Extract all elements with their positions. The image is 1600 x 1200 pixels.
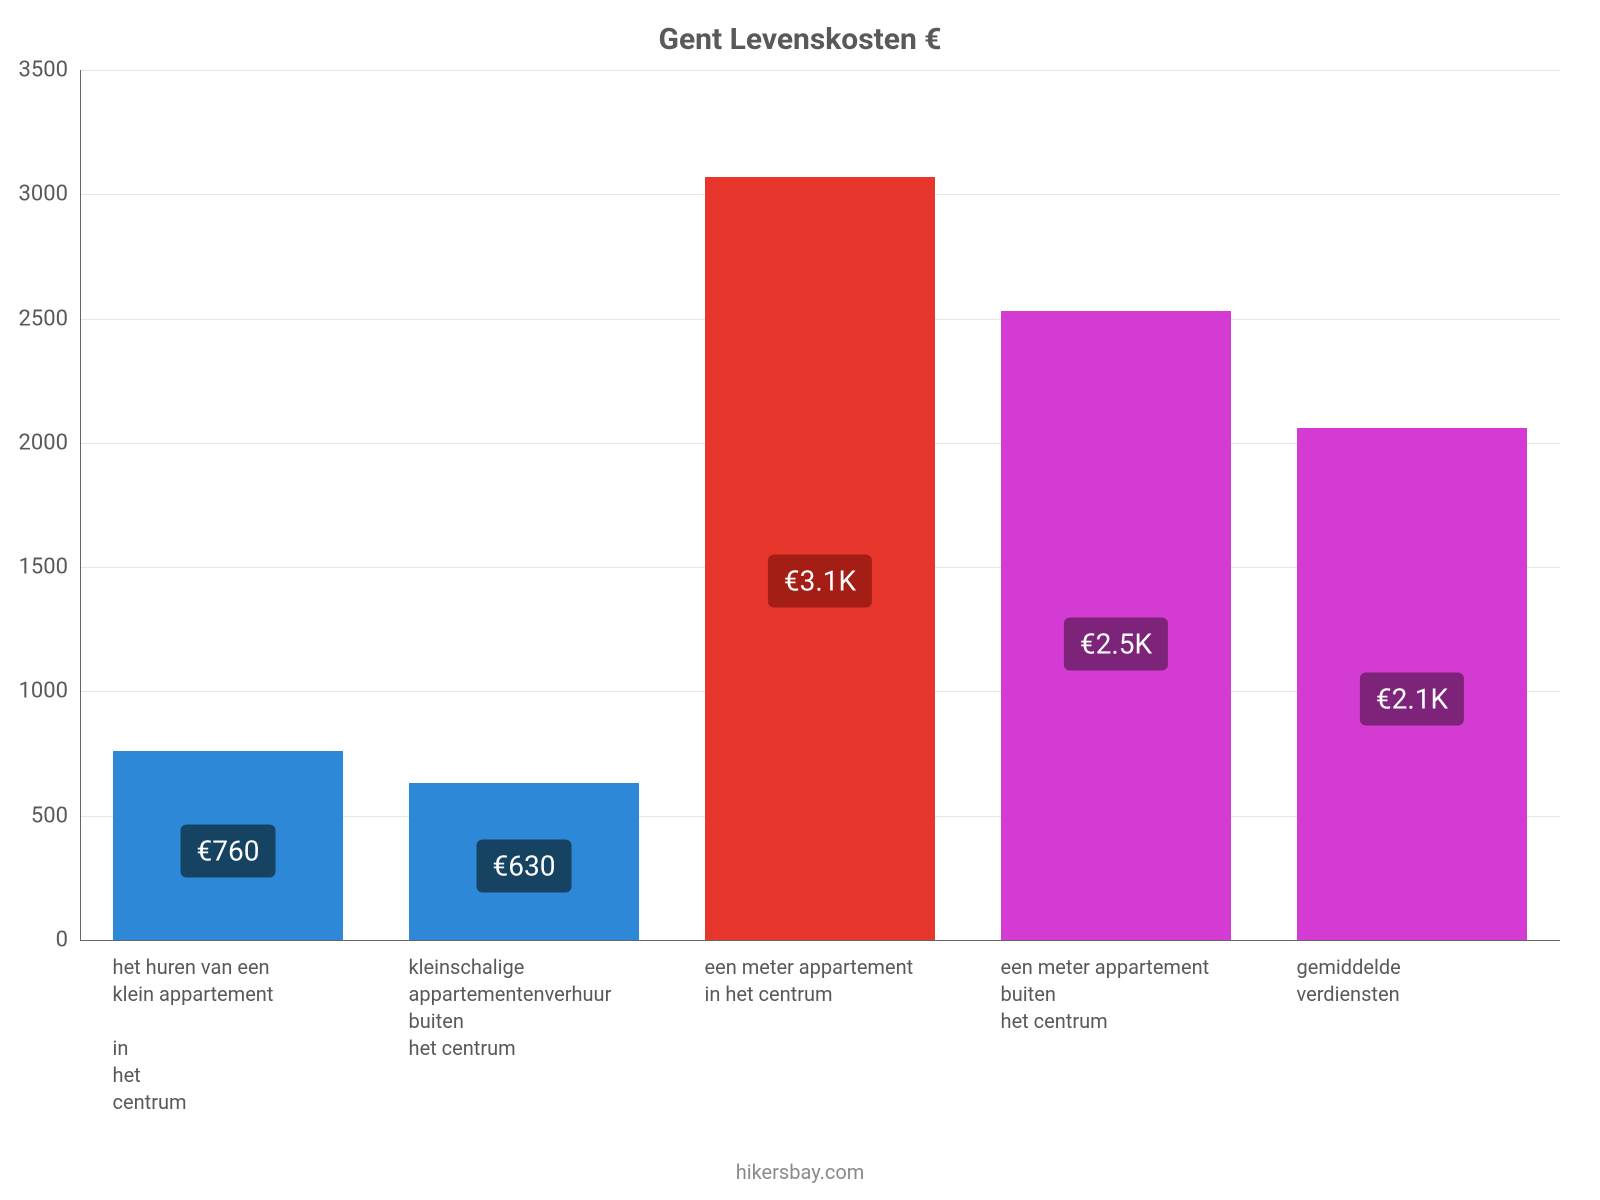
bar: €760	[113, 751, 344, 940]
x-tick-label: een meter appartement in het centrum	[705, 940, 936, 1008]
y-tick-label: 0	[56, 928, 80, 953]
bar: €3.1K	[705, 177, 936, 940]
y-tick-label: 2000	[19, 430, 80, 455]
value-badge: €760	[181, 825, 276, 878]
bar: €2.1K	[1297, 428, 1528, 940]
y-tick-label: 1000	[19, 679, 80, 704]
y-tick-label: 1500	[19, 555, 80, 580]
x-tick-label: een meter appartement buiten het centrum	[1001, 940, 1232, 1035]
cost-of-living-chart: Gent Levenskosten € 05001000150020002500…	[0, 0, 1600, 1200]
value-badge: €3.1K	[768, 555, 872, 608]
y-axis	[80, 70, 81, 940]
value-badge: €2.5K	[1064, 618, 1168, 671]
chart-footer: hikersbay.com	[0, 1160, 1600, 1184]
chart-title: Gent Levenskosten €	[0, 22, 1600, 57]
plot-area: 0500100015002000250030003500€760het hure…	[80, 70, 1560, 940]
x-tick-label: het huren van een klein appartement in h…	[113, 940, 344, 1116]
bar: €630	[409, 783, 640, 940]
y-tick-label: 2500	[19, 306, 80, 331]
x-tick-label: gemiddelde verdiensten	[1297, 940, 1528, 1008]
y-tick-label: 3000	[19, 182, 80, 207]
x-tick-label: kleinschalige appartementenverhuur buite…	[409, 940, 640, 1062]
y-tick-label: 3500	[19, 58, 80, 83]
gridline	[80, 70, 1560, 71]
y-tick-label: 500	[31, 803, 80, 828]
value-badge: €2.1K	[1360, 673, 1464, 726]
bar: €2.5K	[1001, 311, 1232, 940]
value-badge: €630	[477, 840, 572, 893]
